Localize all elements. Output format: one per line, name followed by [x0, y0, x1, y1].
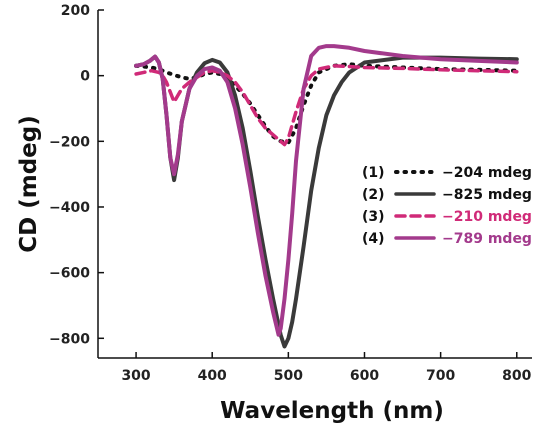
x-tick-label: 500 — [274, 368, 303, 384]
plot-area — [97, 10, 532, 359]
legend-series-id: (3) — [362, 209, 385, 225]
x-tick-label: 400 — [198, 368, 227, 384]
y-tick-label: −200 — [49, 134, 90, 150]
x-tick-label: 700 — [426, 368, 455, 384]
legend-label: −789 mdeg — [442, 231, 532, 247]
x-tick-label: 300 — [121, 368, 150, 384]
y-tick-label: 200 — [61, 3, 90, 19]
series-4-line — [134, 44, 519, 337]
x-tick-label: 800 — [502, 368, 531, 384]
legend-label: −210 mdeg — [442, 209, 532, 225]
y-tick-label: −400 — [49, 200, 90, 216]
y-tick-label: −600 — [49, 266, 90, 282]
legend-series-id: (1) — [362, 165, 385, 181]
y-tick-label: −800 — [49, 331, 90, 347]
x-tick-label: 600 — [350, 368, 379, 384]
y-tick-label: 0 — [80, 69, 90, 85]
y-ticks: 200 0 −200 −400 −600 −800 — [49, 3, 104, 347]
series-layer — [134, 44, 519, 349]
legend: (1) −204 mdeg (2) −825 mdeg (3) −210 mdeg (4) −… — [362, 165, 532, 247]
series-3-line — [134, 64, 519, 147]
y-axis-title: CD (mdeg) — [16, 115, 42, 253]
x-ticks: 300 400 500 600 700 800 — [121, 352, 532, 384]
x-axis-title: Wavelength (nm) — [220, 398, 444, 424]
legend-series-id: (2) — [362, 187, 385, 203]
legend-label: −825 mdeg — [442, 187, 532, 203]
legend-series-id: (4) — [362, 231, 385, 247]
legend-label: −204 mdeg — [442, 165, 532, 181]
